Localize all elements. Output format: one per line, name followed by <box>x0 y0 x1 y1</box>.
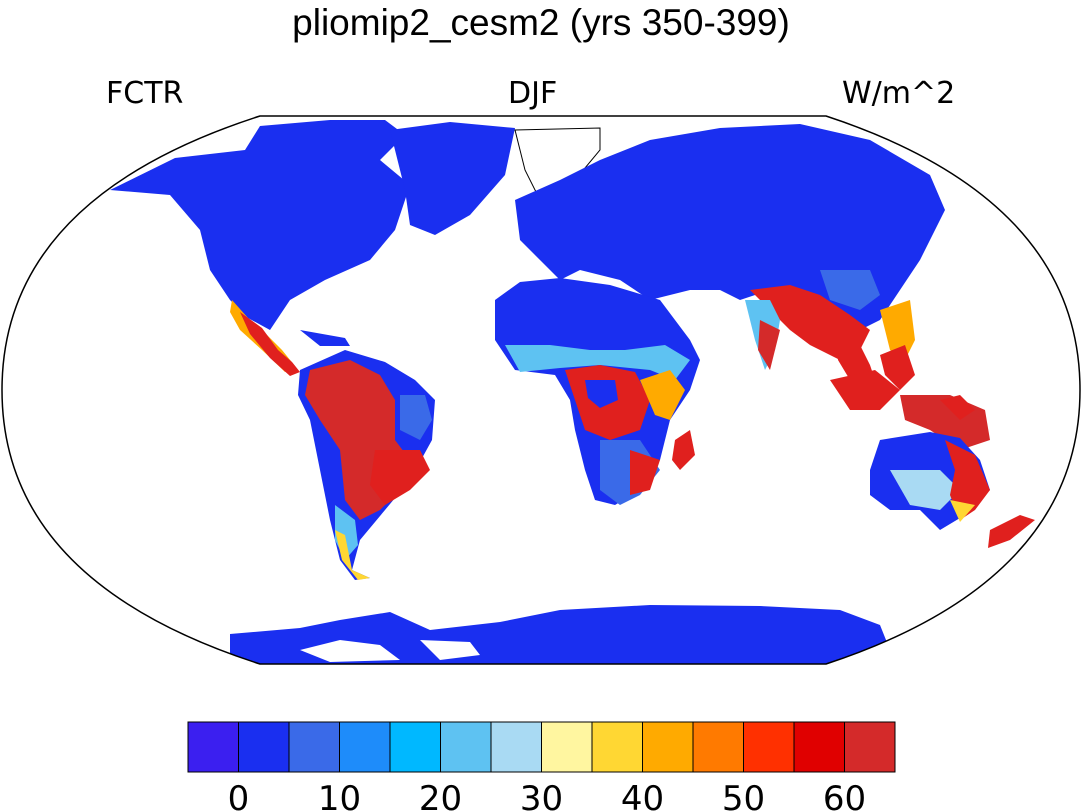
map-title: pliomip2_cesm2 (yrs 350-399) <box>292 2 790 43</box>
colorbar-box <box>238 721 290 773</box>
colorbar-box <box>844 721 896 773</box>
colorbar-box <box>642 721 694 773</box>
colorbar-box <box>490 721 542 773</box>
maritime-asia <box>830 345 990 450</box>
colorbar-box <box>692 721 744 773</box>
south-america <box>298 350 435 580</box>
colorbar-box <box>541 721 593 773</box>
world-map <box>1 115 1081 665</box>
colorbar-box <box>288 721 340 773</box>
colorbar-box <box>591 721 643 773</box>
colorbar-box <box>743 721 795 773</box>
colorbar-tick-label: 60 <box>823 779 866 812</box>
africa <box>495 278 700 505</box>
colorbar-boxes <box>187 721 896 773</box>
map-border <box>1 115 1081 665</box>
season-label: DJF <box>508 76 558 111</box>
colorbar-box <box>440 721 492 773</box>
australia <box>870 432 1035 548</box>
colorbar-box <box>339 721 391 773</box>
colorbar-tick-label: 0 <box>228 779 250 812</box>
variable-label: FCTR <box>106 76 184 111</box>
colorbar-tick-label: 40 <box>621 779 664 812</box>
colorbar-box <box>389 721 441 773</box>
colorbar-tick-label: 20 <box>419 779 462 812</box>
colorbar-box <box>793 721 845 773</box>
colorbar-labels: 0 10 20 30 40 50 60 <box>228 779 866 812</box>
eurasia <box>515 124 945 405</box>
colorbar-tick-label: 30 <box>520 779 563 812</box>
colorbar-tick-label: 50 <box>722 779 765 812</box>
north-america <box>110 120 515 376</box>
units-label: W/m^2 <box>842 76 956 111</box>
antarctica <box>230 605 890 664</box>
colorbar-tick-label: 10 <box>318 779 361 812</box>
colorbar-box <box>187 721 239 773</box>
madagascar <box>672 430 695 470</box>
new-zealand <box>988 515 1035 548</box>
map-field <box>2 116 1080 664</box>
